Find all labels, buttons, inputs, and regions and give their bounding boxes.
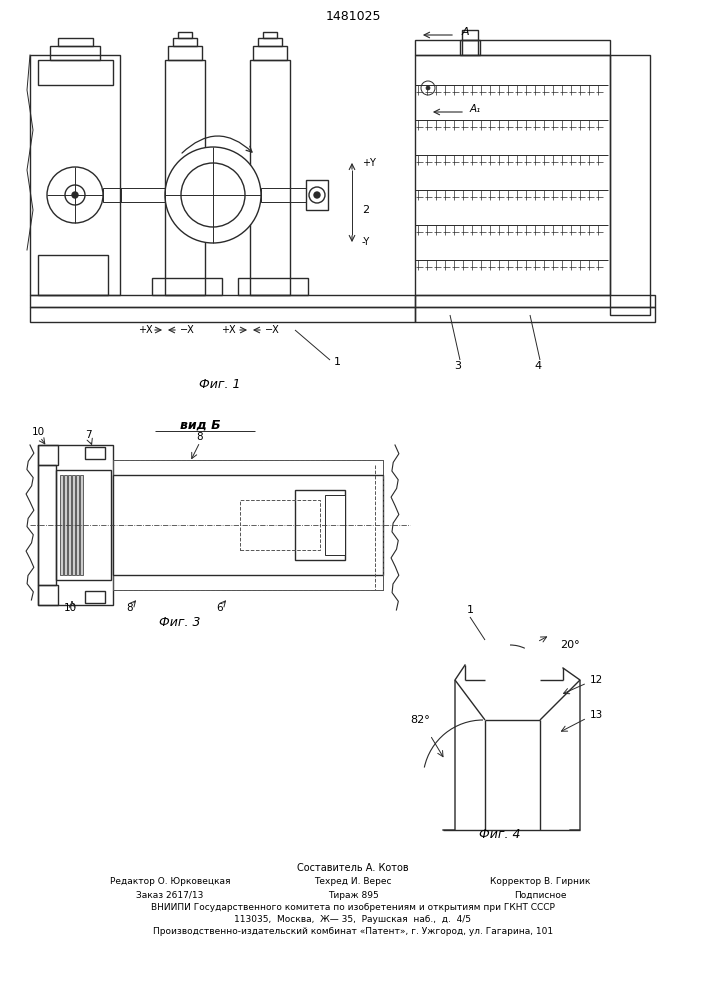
Bar: [85, 447, 105, 459]
Text: −X: −X: [180, 325, 194, 335]
Text: 10: 10: [64, 603, 76, 613]
Text: Техред И. Верес: Техред И. Верес: [314, 878, 392, 886]
Bar: [76, 475, 79, 575]
Bar: [610, 55, 650, 315]
Text: Производственно-издательский комбинат «Патент», г. Ужгород, ул. Гагарина, 101: Производственно-издательский комбинат «П…: [153, 928, 553, 936]
Text: 3: 3: [455, 361, 462, 371]
Bar: [240, 500, 320, 550]
Bar: [460, 40, 480, 55]
Bar: [68, 475, 71, 575]
Bar: [462, 30, 478, 40]
Bar: [295, 490, 345, 560]
Bar: [415, 307, 655, 322]
Text: 8: 8: [197, 432, 204, 442]
Bar: [80, 475, 83, 575]
Bar: [30, 307, 415, 322]
Circle shape: [165, 147, 261, 243]
Circle shape: [72, 192, 78, 198]
Text: 20°: 20°: [560, 640, 580, 650]
Bar: [173, 38, 197, 46]
Text: 1: 1: [467, 605, 474, 615]
Text: вид Б: вид Б: [180, 418, 221, 432]
Bar: [261, 188, 306, 202]
Bar: [103, 188, 121, 202]
Bar: [250, 60, 290, 295]
Text: +Y: +Y: [362, 158, 376, 168]
Bar: [38, 60, 113, 85]
Text: 6: 6: [216, 603, 223, 613]
Text: Составитель А. Котов: Составитель А. Котов: [297, 863, 409, 873]
Text: Подписное: Подписное: [514, 890, 566, 900]
Bar: [152, 278, 222, 295]
Text: Фиг. 3: Фиг. 3: [159, 615, 201, 629]
Text: −X: −X: [265, 325, 280, 335]
Bar: [50, 46, 100, 60]
Text: 113035,  Москва,  Ж— 35,  Раушская  наб.,  д.  4/5: 113035, Москва, Ж— 35, Раушская наб., д.…: [235, 916, 472, 924]
Text: Фиг. 4: Фиг. 4: [479, 828, 521, 842]
Text: Фиг. 1: Фиг. 1: [199, 378, 241, 391]
Bar: [38, 465, 56, 585]
Bar: [56, 470, 111, 580]
Text: Тираж 895: Тираж 895: [327, 890, 378, 900]
Text: 4: 4: [534, 361, 542, 371]
Bar: [415, 55, 610, 295]
Text: -Y: -Y: [362, 237, 370, 247]
Text: 2: 2: [362, 205, 369, 215]
Text: Корректор В. Гирник: Корректор В. Гирник: [490, 878, 590, 886]
Bar: [85, 591, 105, 603]
Bar: [415, 40, 610, 55]
Bar: [325, 495, 345, 555]
Bar: [72, 475, 75, 575]
Bar: [415, 295, 655, 307]
Bar: [30, 55, 120, 295]
Text: 13: 13: [590, 710, 603, 720]
Bar: [258, 38, 282, 46]
Bar: [38, 445, 58, 465]
Bar: [58, 38, 93, 46]
Bar: [113, 475, 383, 575]
Text: +X: +X: [221, 325, 236, 335]
Bar: [30, 295, 415, 307]
Text: A₁: A₁: [470, 104, 481, 114]
Circle shape: [314, 192, 320, 198]
Text: 8: 8: [127, 603, 134, 613]
Bar: [178, 32, 192, 38]
Text: +X: +X: [139, 325, 153, 335]
Bar: [113, 460, 383, 590]
Bar: [64, 475, 67, 575]
Bar: [306, 180, 328, 210]
Bar: [120, 188, 165, 202]
Text: Заказ 2617/13: Заказ 2617/13: [136, 890, 204, 900]
Bar: [253, 46, 287, 60]
Text: 1481025: 1481025: [325, 9, 381, 22]
Text: 12: 12: [590, 675, 603, 685]
Circle shape: [426, 86, 430, 90]
Text: A: A: [462, 27, 469, 37]
Bar: [263, 32, 277, 38]
Text: 82°: 82°: [410, 715, 430, 725]
Bar: [168, 46, 202, 60]
Text: 7: 7: [85, 430, 91, 440]
Bar: [38, 585, 58, 605]
Bar: [165, 60, 205, 295]
Bar: [38, 445, 113, 605]
Bar: [238, 278, 308, 295]
Text: Редактор О. Юрковецкая: Редактор О. Юрковецкая: [110, 878, 230, 886]
Text: ВНИИПИ Государственного комитета по изобретениям и открытиям при ГКНТ СССР: ВНИИПИ Государственного комитета по изоб…: [151, 904, 555, 912]
Bar: [60, 475, 63, 575]
Text: 1: 1: [334, 357, 341, 367]
Bar: [38, 255, 108, 295]
Text: 10: 10: [31, 427, 45, 437]
Bar: [113, 460, 383, 590]
